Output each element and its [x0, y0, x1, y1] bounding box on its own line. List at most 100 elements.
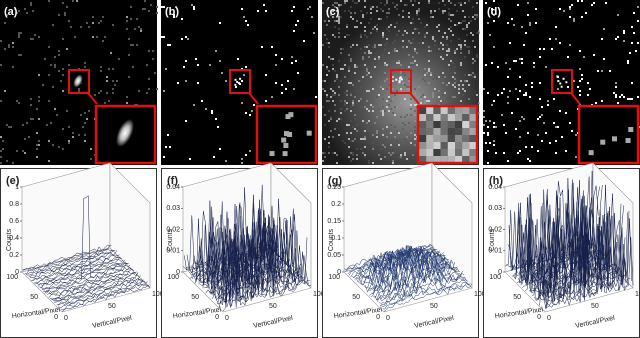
inset-pixel	[419, 114, 427, 121]
panel-label: (e)	[6, 175, 20, 187]
inset-pixel	[469, 128, 477, 135]
spot-pixel	[239, 77, 242, 80]
x-tick-label: 100	[328, 274, 340, 281]
inset-pixel	[433, 114, 441, 121]
inset-pixel	[440, 121, 448, 128]
inset-pixel	[281, 137, 287, 143]
z-tick-label: 0.15	[327, 218, 341, 225]
inset-pixel	[462, 156, 470, 163]
panel-label: (h)	[489, 175, 503, 187]
inset-pixel	[600, 139, 606, 145]
x-tick-label: 100	[489, 274, 501, 281]
inset-pixel	[426, 149, 434, 156]
z-tick-label: 0.2	[331, 201, 341, 208]
spot	[73, 74, 83, 88]
inset-pixel	[433, 149, 441, 156]
inset-pixel	[283, 143, 289, 149]
inset-pixel	[426, 156, 434, 163]
inset-pixel	[285, 114, 291, 120]
z-axis-label: Counts	[6, 228, 13, 251]
z-tick-label: 0.25	[327, 184, 341, 191]
inset-pixel	[469, 135, 477, 142]
inset-pixel	[440, 156, 448, 163]
inset-pixel	[287, 131, 293, 137]
z-tick-label: 0.04	[488, 184, 502, 191]
z-axis-label: Counts	[328, 228, 335, 251]
inset-pixel	[447, 142, 455, 149]
inset-pixel	[433, 121, 441, 128]
floor	[21, 247, 151, 313]
z-tick-label: 0.05	[327, 252, 341, 259]
spot-pixel	[559, 82, 562, 85]
inset-pixel	[462, 121, 470, 128]
inset-pixel	[447, 128, 455, 135]
z-tick-label: 0.2	[9, 252, 19, 259]
spot-pixel	[557, 80, 560, 83]
y-tick-label: 50	[108, 303, 116, 310]
surface	[504, 170, 634, 310]
inset-pixel	[455, 142, 463, 149]
inset-pixel	[433, 128, 441, 135]
z-tick-label: 0.03	[166, 205, 180, 212]
y-tick-label: 100	[474, 291, 486, 298]
spot-pixel	[556, 75, 559, 78]
zoom-arrow	[248, 92, 259, 105]
z-tick-label: 0.4	[9, 235, 19, 242]
inset-pixel	[426, 135, 434, 142]
inset-pixel	[469, 121, 477, 128]
inset-pixel	[462, 114, 470, 121]
inset-pixel	[433, 135, 441, 142]
zoom-region	[551, 69, 573, 94]
inset-pixel	[440, 128, 448, 135]
z-tick-label: 0	[176, 269, 180, 276]
inset-pixel	[447, 135, 455, 142]
inset-pixel	[588, 150, 594, 156]
inset-pixel	[462, 149, 470, 156]
inset-pixel	[462, 142, 470, 149]
panel-label: (a)	[4, 6, 18, 18]
z-tick-label: 0.01	[166, 248, 180, 255]
x-tick-label: 0	[215, 314, 219, 321]
inset-pixel	[469, 156, 477, 163]
inset-pixel	[462, 135, 470, 142]
inset-pixel	[269, 151, 275, 157]
inset-pixel	[419, 107, 427, 114]
z-tick-label: 0	[498, 269, 502, 276]
zoom-region	[68, 69, 90, 94]
inset-pixel	[440, 135, 448, 142]
spot-pixel	[565, 81, 568, 84]
x-tick-label: 0	[537, 314, 541, 321]
y-tick-label: 0	[225, 315, 229, 322]
z-tick-label: 0.6	[9, 218, 19, 225]
inset-bg	[579, 106, 638, 163]
inset-pixel	[628, 127, 634, 133]
y-tick-label: 0	[64, 315, 68, 322]
inset-pixel	[447, 107, 455, 114]
z-tick-label: 0.01	[488, 248, 502, 255]
panel-label: (b)	[165, 6, 179, 18]
inset-pixel	[433, 107, 441, 114]
inset-pixel	[469, 107, 477, 114]
x-tick-label: 100	[167, 274, 179, 281]
z-tick-label: 0.02	[488, 226, 502, 233]
inset-pixel	[469, 149, 477, 156]
x-tick-label: 50	[191, 294, 199, 301]
inset-pixel	[455, 107, 463, 114]
zoom-region	[229, 69, 251, 94]
spot-pixel	[236, 80, 239, 83]
inset-spot	[116, 119, 134, 147]
inset-pixel	[419, 128, 427, 135]
x-tick-label: 50	[30, 294, 38, 301]
z-tick-label: 0.02	[166, 226, 180, 233]
inset-pixel	[283, 131, 289, 137]
zoom-region	[390, 69, 412, 94]
inset-pixel	[455, 149, 463, 156]
inset-pixel	[455, 114, 463, 121]
inset-pixel	[433, 156, 441, 163]
inset-pixel	[282, 151, 288, 157]
inset-pixel	[288, 112, 294, 118]
inset-pixel	[625, 138, 631, 144]
inset-pixel	[419, 135, 427, 142]
inset-pixel	[440, 142, 448, 149]
spot-pixel	[398, 81, 401, 84]
